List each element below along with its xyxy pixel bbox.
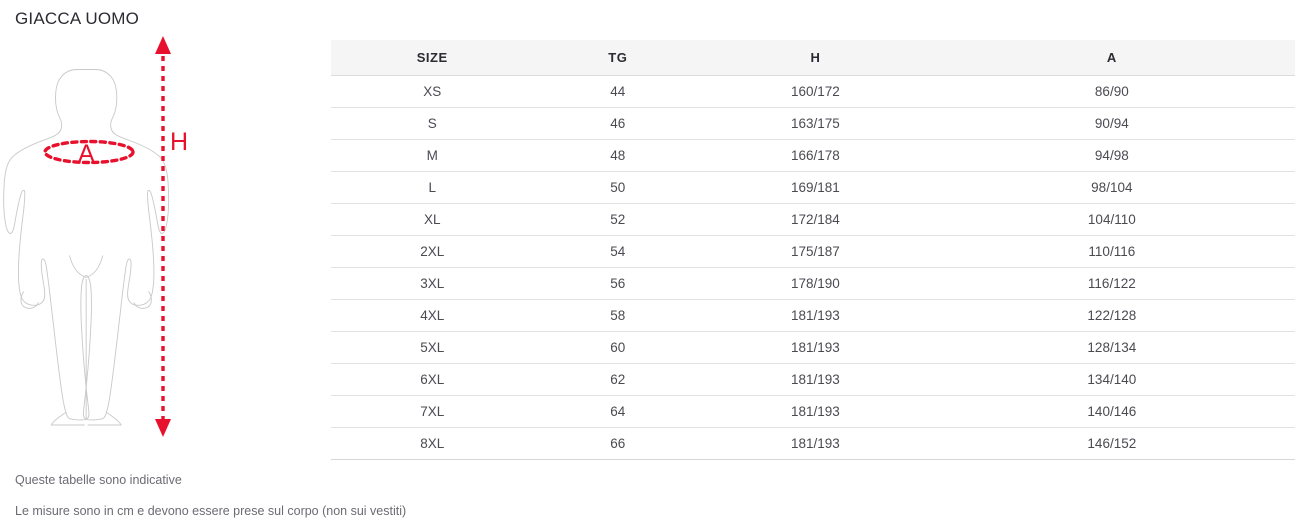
cell-tg: 52 (533, 203, 703, 236)
table-row: M 48 166/178 94/98 (331, 139, 1295, 172)
cell-a: 146/152 (928, 427, 1295, 460)
cell-h: 181/193 (702, 331, 929, 364)
chest-measure-ellipse (43, 139, 135, 165)
column-header-a: A (928, 40, 1295, 76)
table-row: L 50 169/181 98/104 (331, 171, 1295, 204)
cell-a: 104/110 (928, 203, 1295, 236)
cell-tg: 58 (533, 299, 703, 332)
cell-tg: 64 (533, 395, 703, 428)
page-title: GIACCA UOMO (15, 9, 140, 28)
table-row: 6XL 62 181/193 134/140 (331, 363, 1295, 396)
table-row: XL 52 172/184 104/110 (331, 203, 1295, 236)
cell-a: 134/140 (928, 363, 1295, 396)
cell-a: 90/94 (928, 107, 1295, 140)
size-chart-table-container: SIZE TG H A XS 44 160/172 86/90 S 46 163… (331, 40, 1295, 460)
cell-h: 172/184 (702, 203, 929, 236)
table-body: XS 44 160/172 86/90 S 46 163/175 90/94 M… (331, 75, 1295, 460)
column-header-size: SIZE (331, 40, 534, 76)
size-chart-table: SIZE TG H A XS 44 160/172 86/90 S 46 163… (331, 40, 1295, 460)
table-header: SIZE TG H A (331, 40, 1295, 76)
cell-size: M (331, 139, 534, 172)
measure-label-h: H (170, 128, 189, 156)
table-row: 7XL 64 181/193 140/146 (331, 395, 1295, 428)
cell-size: L (331, 171, 534, 204)
cell-h: 163/175 (702, 107, 929, 140)
table-row: 8XL 66 181/193 146/152 (331, 427, 1295, 460)
cell-tg: 44 (533, 75, 703, 108)
table-row: 5XL 60 181/193 128/134 (331, 331, 1295, 364)
body-measurement-figure: A H (0, 30, 300, 450)
note-indicative: Queste tabelle sono indicative (15, 473, 182, 487)
cell-h: 181/193 (702, 427, 929, 460)
cell-size: 5XL (331, 331, 534, 364)
cell-size: XS (331, 75, 534, 108)
cell-size: 7XL (331, 395, 534, 428)
cell-tg: 66 (533, 427, 703, 460)
cell-h: 181/193 (702, 299, 929, 332)
cell-size: 6XL (331, 363, 534, 396)
cell-a: 86/90 (928, 75, 1295, 108)
cell-a: 98/104 (928, 171, 1295, 204)
column-header-h: H (702, 40, 929, 76)
cell-a: 122/128 (928, 299, 1295, 332)
footer-notes: Queste tabelle sono indicative Le misure… (15, 472, 715, 520)
note-measurement-units: Le misure sono in cm e devono essere pre… (15, 503, 407, 518)
cell-tg: 46 (533, 107, 703, 140)
cell-size: 3XL (331, 267, 534, 300)
table-row: S 46 163/175 90/94 (331, 107, 1295, 140)
cell-a: 110/116 (928, 235, 1295, 268)
cell-a: 140/146 (928, 395, 1295, 428)
table-row: 4XL 58 181/193 122/128 (331, 299, 1295, 332)
cell-a: 128/134 (928, 331, 1295, 364)
cell-size: 8XL (331, 427, 534, 460)
cell-tg: 60 (533, 331, 703, 364)
cell-h: 181/193 (702, 395, 929, 428)
height-measure-arrow (155, 36, 171, 437)
cell-tg: 54 (533, 235, 703, 268)
cell-size: 4XL (331, 299, 534, 332)
table-row: 2XL 54 175/187 110/116 (331, 235, 1295, 268)
cell-a: 116/122 (928, 267, 1295, 300)
table-header-row: SIZE TG H A (331, 40, 1295, 76)
cell-tg: 56 (533, 267, 703, 300)
table-row: 3XL 56 178/190 116/122 (331, 267, 1295, 300)
cell-size: 2XL (331, 235, 534, 268)
cell-size: XL (331, 203, 534, 236)
measure-label-a: A (78, 140, 95, 168)
cell-tg: 62 (533, 363, 703, 396)
body-silhouette-icon (3, 36, 171, 437)
column-header-tg: TG (533, 40, 703, 76)
cell-h: 160/172 (702, 75, 929, 108)
cell-a: 94/98 (928, 139, 1295, 172)
cell-size: S (331, 107, 534, 140)
cell-h: 181/193 (702, 363, 929, 396)
cell-tg: 48 (533, 139, 703, 172)
cell-h: 178/190 (702, 267, 929, 300)
table-row: XS 44 160/172 86/90 (331, 75, 1295, 108)
cell-h: 175/187 (702, 235, 929, 268)
cell-h: 166/178 (702, 139, 929, 172)
cell-h: 169/181 (702, 171, 929, 204)
cell-tg: 50 (533, 171, 703, 204)
